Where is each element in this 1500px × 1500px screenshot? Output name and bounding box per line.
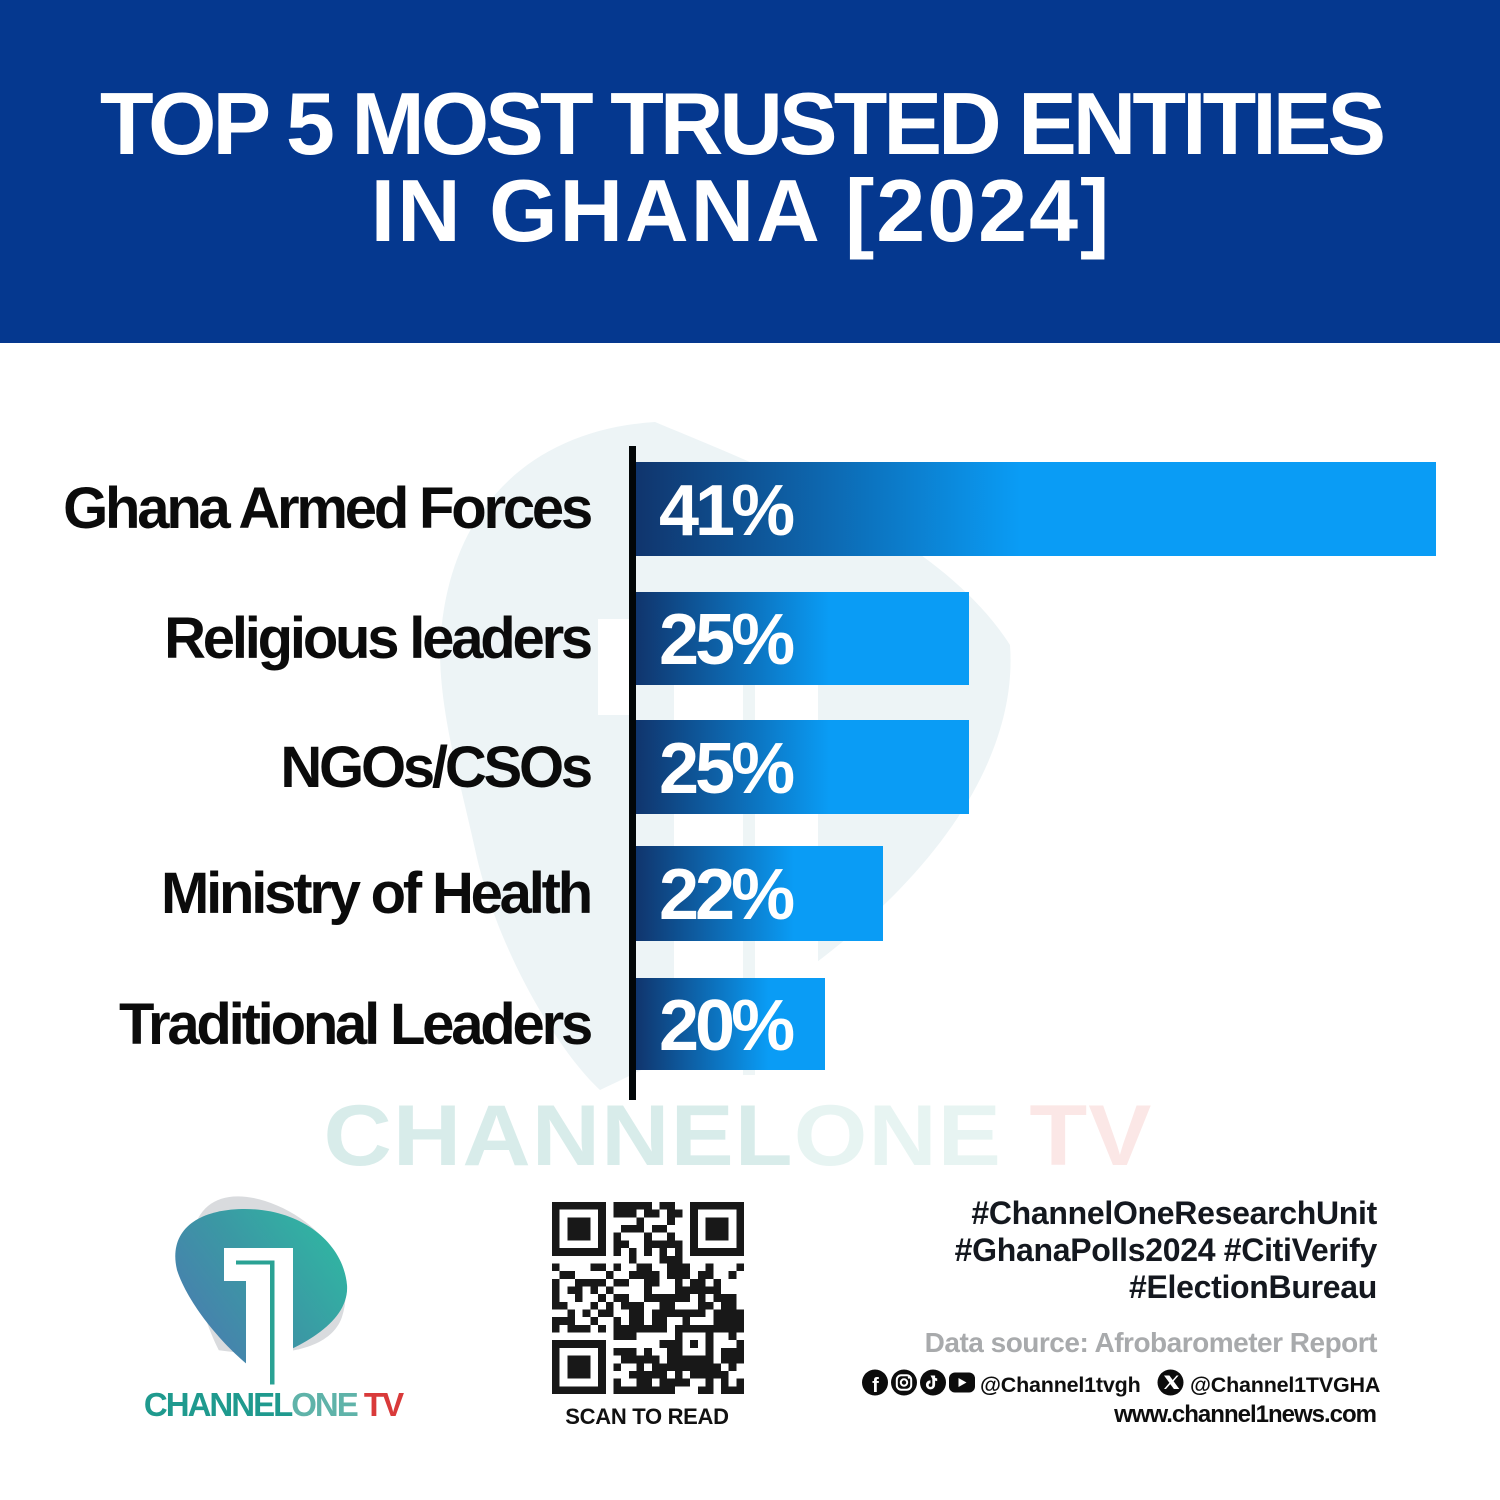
svg-text:f: f xyxy=(872,1375,879,1396)
